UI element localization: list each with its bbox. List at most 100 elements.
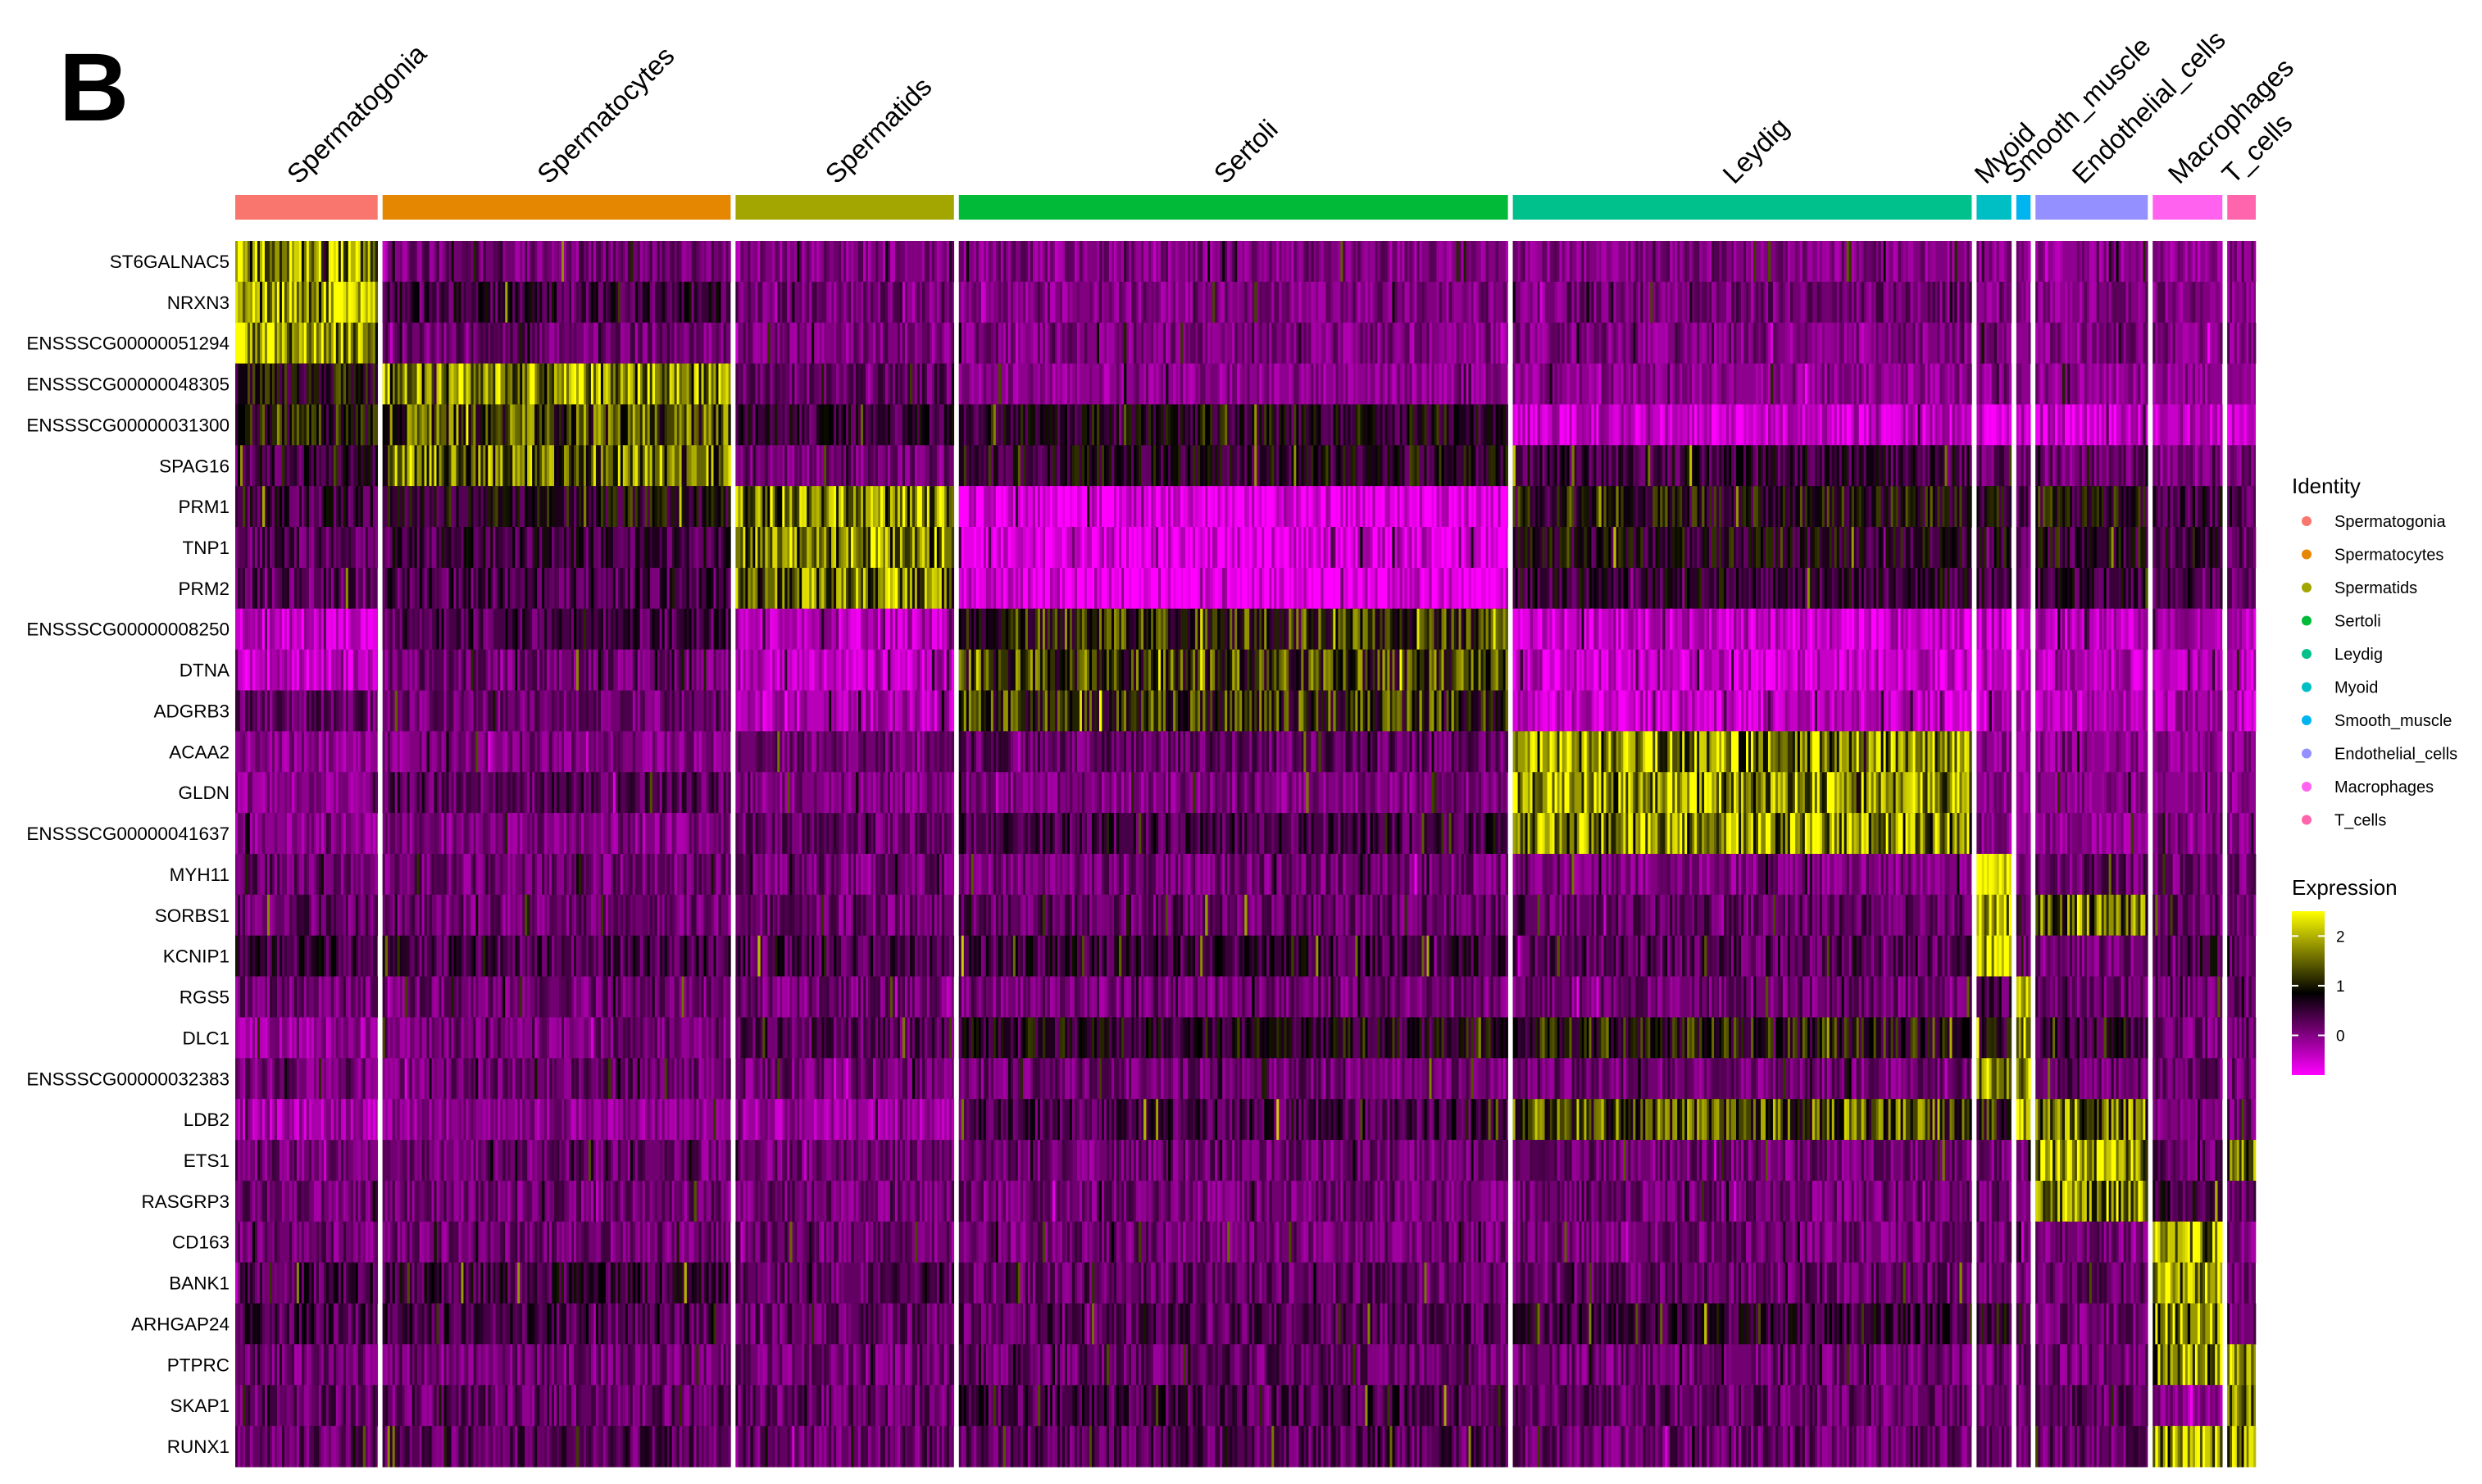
heat-cell: [397, 854, 400, 896]
heat-cell: [926, 363, 930, 405]
heat-cell: [306, 813, 310, 855]
heat-cell: [301, 813, 305, 855]
heat-cell: [669, 976, 672, 1018]
heat-cell: [637, 1385, 641, 1427]
heat-cell: [431, 1303, 434, 1345]
heat-cell: [654, 894, 657, 937]
heat-cell: [571, 1385, 575, 1427]
heat-cell: [775, 322, 778, 365]
heat-cell: [490, 1017, 493, 1059]
heat-cell: [612, 445, 616, 487]
heat-cell: [571, 1303, 575, 1345]
heat-cell: [397, 1140, 400, 1182]
heat-cell: [485, 363, 489, 405]
heat-cell: [642, 1058, 646, 1100]
heat-cell: [936, 241, 940, 283]
heat-cell: [598, 363, 602, 405]
heat-cell: [461, 527, 464, 569]
heat-cell: [493, 404, 496, 446]
heat-cell: [306, 1262, 310, 1305]
heat-cell: [610, 935, 614, 978]
heat-cell: [502, 486, 506, 528]
heat-cell: [316, 486, 320, 528]
heat-cell: [490, 976, 493, 1018]
heat-cell: [237, 813, 241, 855]
heat-cell: [691, 772, 694, 814]
heat-cell: [559, 731, 562, 773]
heat-cell: [242, 1426, 246, 1468]
heat-cell: [387, 608, 391, 651]
heat-cell: [691, 854, 694, 896]
heat-cell: [765, 404, 768, 446]
heat-cell: [547, 281, 550, 324]
heat-cell: [693, 1426, 697, 1468]
heat-cell: [281, 567, 285, 610]
heat-cell: [574, 1303, 577, 1345]
heat-cell: [269, 854, 273, 896]
heat-cell: [617, 404, 621, 446]
heat-cell: [281, 1262, 285, 1305]
heat-cell: [728, 527, 731, 569]
heat-cell: [237, 1262, 241, 1305]
heat-cell: [293, 445, 298, 487]
heat-cell: [691, 1058, 694, 1100]
heat-cell: [235, 854, 239, 896]
heat-cell: [490, 1180, 493, 1223]
heat-cell: [583, 527, 587, 569]
heat-cell: [622, 1385, 626, 1427]
heat-cell: [851, 404, 854, 446]
heat-cell: [416, 1180, 420, 1223]
heat-cell: [350, 322, 354, 365]
heat-cell: [313, 1262, 317, 1305]
heat-cell: [343, 649, 347, 692]
heat-cell: [669, 1262, 672, 1305]
heat-cell: [522, 1099, 525, 1141]
heat-cell: [414, 935, 417, 978]
heat-cell: [642, 1344, 646, 1386]
heat-cell: [320, 241, 325, 283]
heat-cell: [627, 976, 631, 1018]
heat-cell: [679, 649, 682, 692]
heat-cell: [392, 241, 395, 283]
heat-cell: [296, 1221, 300, 1264]
heat-cell: [488, 363, 491, 405]
heat-cell: [936, 281, 940, 324]
heat-cell: [659, 813, 662, 855]
heat-cell: [554, 813, 557, 855]
heat-cell: [701, 1058, 704, 1100]
heat-cell: [644, 935, 648, 978]
heat-cell: [488, 1385, 491, 1427]
heat-cell: [498, 894, 501, 937]
heat-cell: [679, 404, 682, 446]
heat-cell: [564, 1344, 567, 1386]
heat-cell: [345, 486, 349, 528]
heat-cell: [431, 854, 434, 896]
heat-cell: [647, 1180, 651, 1223]
heat-cell: [598, 1344, 602, 1386]
heat-cell: [644, 608, 648, 651]
heat-cell: [372, 1426, 376, 1468]
heat-cell: [684, 608, 687, 651]
heat-cell: [605, 1140, 609, 1182]
heat-cell: [698, 935, 702, 978]
heat-cell: [676, 1262, 680, 1305]
heat-cell: [404, 690, 407, 732]
heat-cell: [681, 486, 684, 528]
heat-cell: [863, 281, 866, 324]
heat-cell: [659, 894, 662, 937]
heat-cell: [617, 976, 621, 1018]
heat-cell: [620, 1099, 624, 1141]
heat-cell: [323, 608, 327, 651]
heat-cell: [311, 486, 315, 528]
heat-cell: [458, 608, 461, 651]
heat-cell: [706, 976, 709, 1018]
heat-cell: [575, 404, 580, 446]
heat-cell: [384, 1140, 389, 1182]
heat-cell: [264, 1262, 268, 1305]
heat-cell: [723, 1140, 726, 1182]
heat-cell: [247, 1140, 251, 1182]
heat-cell: [269, 1017, 273, 1059]
heat-cell: [357, 1058, 361, 1100]
heat-cell: [627, 1180, 631, 1223]
heat-cell: [843, 363, 847, 405]
